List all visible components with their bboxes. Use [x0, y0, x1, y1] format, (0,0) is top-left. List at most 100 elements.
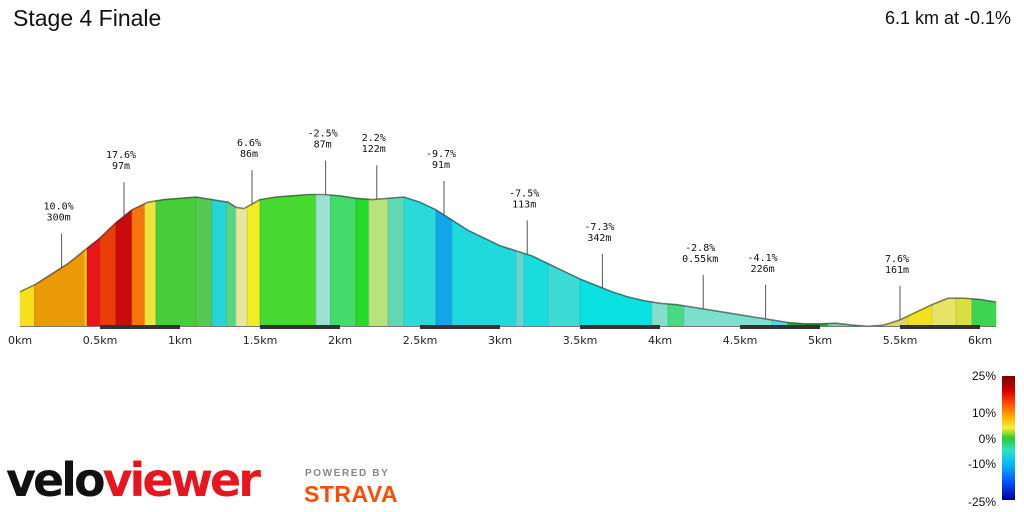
profile-segment [115, 209, 133, 327]
profile-segment [99, 221, 117, 327]
x-tick-labels: 0km 0.5km 1km 1.5km 2km 2.5km 3km 3.5km 4km 4.5km… [8, 334, 992, 347]
x-tick-label: 5km [808, 334, 832, 347]
grade-annotation: -7.5%113m [509, 188, 539, 255]
profile-segment [246, 199, 261, 327]
baseline-band [900, 325, 980, 329]
annotation-distance: 122m [362, 144, 386, 155]
profile-segment [683, 305, 773, 327]
profile-segment [144, 200, 157, 327]
annotation-distance: 161m [885, 265, 909, 276]
annotation-grade: 2.2% [362, 133, 386, 144]
profile-segment [355, 197, 370, 327]
annotation-distance: 86m [240, 149, 258, 160]
legend-label-10: 10% [971, 406, 996, 420]
grade-annotations: 10.0%300m 17.6%97m 6.6%86m -2.5%87m 2.2%122m… [44, 129, 909, 320]
x-tick-label: 2.5km [403, 334, 438, 347]
gradient-legend-bar [1002, 376, 1015, 500]
grade-annotation: -7.3%342m [584, 222, 614, 288]
annotation-grade: 17.6% [106, 150, 136, 161]
profile-segment [259, 194, 317, 327]
profile-segment [34, 250, 85, 327]
profile-segment [523, 252, 549, 327]
annotation-distance: 0.55km [682, 254, 718, 265]
x-tick-label: 1km [168, 334, 192, 347]
annotation-distance: 91m [432, 160, 450, 171]
profile-segment [651, 301, 669, 327]
baseline-band [100, 325, 180, 329]
gradient-legend: 25% 10% 0% -10% -25% [960, 366, 1024, 512]
profile-segment [131, 203, 146, 327]
x-tick-label: 6km [968, 334, 992, 347]
profile-segment [907, 304, 933, 327]
grade-annotation: 7.6%161m [885, 254, 909, 320]
annotation-grade: -4.1% [748, 253, 778, 264]
profile-segment [195, 196, 213, 327]
x-tick-label: 0km [8, 334, 32, 347]
annotation-distance: 226m [751, 264, 775, 275]
legend-label-minus-10: -10% [967, 457, 996, 471]
profile-segment [667, 303, 685, 327]
grade-annotation: 6.6%86m [237, 138, 261, 205]
profile-segment [83, 247, 88, 327]
legend-label-minus-25: -25% [967, 495, 996, 509]
distance-baseline [20, 325, 996, 329]
grade-annotation: -2.5%87m [308, 129, 338, 195]
x-tick-label: 4km [648, 334, 672, 347]
annotation-distance: 342m [587, 233, 611, 244]
grade-annotation: -4.1%226m [748, 253, 778, 319]
annotation-grade: 10.0% [44, 202, 74, 213]
elevation-profile-chart: 0km 0.5km 1km 1.5km 2km 2.5km 3km 3.5km 4km 4.5km… [8, 129, 997, 347]
annotation-grade: -7.3% [584, 222, 614, 233]
profile-segment [387, 196, 405, 327]
x-tick-label: 5.5km [883, 334, 918, 347]
grade-annotation: -9.7%91m [426, 149, 456, 215]
chart-title: Stage 4 Finale [13, 5, 162, 31]
profile-segment [235, 206, 248, 327]
profile-segment [579, 278, 653, 327]
profile-segment [330, 194, 357, 327]
profile-segment [435, 209, 453, 327]
annotation-grade: -2.8% [685, 243, 715, 254]
annotation-distance: 300m [47, 213, 71, 224]
grade-annotation: 10.0%300m [44, 202, 74, 268]
profile-segment [955, 297, 973, 327]
annotation-grade: 7.6% [885, 254, 909, 265]
baseline-band [420, 325, 500, 329]
grade-annotation: 17.6%97m [106, 150, 136, 217]
profile-segment [403, 196, 437, 327]
profile-segment [547, 263, 581, 327]
annotation-grade: -7.5% [509, 188, 539, 199]
profile-segment [211, 199, 227, 327]
profile-segment [155, 196, 197, 327]
veloviewer-logo[interactable]: veloviewer [6, 452, 261, 508]
legend-label-25: 25% [971, 369, 996, 383]
grade-annotation: 2.2%122m [362, 133, 386, 200]
baseline-band [260, 325, 340, 329]
legend-label-0: 0% [978, 432, 996, 446]
annotation-grade: -2.5% [308, 129, 338, 140]
strava-logo[interactable]: STRAVA [304, 481, 399, 507]
x-tick-label: 3km [488, 334, 512, 347]
annotation-distance: 113m [512, 199, 536, 210]
profile-outline [19, 193, 997, 328]
baseline-band [580, 325, 660, 329]
x-tick-label: 0.5km [83, 334, 118, 347]
profile-fills [19, 194, 997, 327]
x-tick-label: 2km [328, 334, 352, 347]
profile-segment [226, 201, 237, 327]
x-tick-label: 4.5km [723, 334, 758, 347]
grade-annotation: -2.8%0.55km [682, 243, 718, 309]
profile-segment [971, 298, 997, 327]
profile-segment [368, 197, 389, 327]
baseline-band [740, 325, 820, 329]
x-tick-label: 1.5km [243, 334, 278, 347]
route-summary: 6.1 km at -0.1% [884, 8, 1011, 28]
profile-segment [451, 219, 517, 327]
profile-outline-line [19, 193, 997, 328]
profile-segment [515, 250, 525, 327]
profile-segment [86, 237, 101, 327]
annotation-grade: 6.6% [237, 138, 261, 149]
logo-viewer: viewer [102, 453, 261, 507]
annotation-distance: 87m [314, 140, 332, 151]
logo-velo: velo [6, 453, 106, 507]
